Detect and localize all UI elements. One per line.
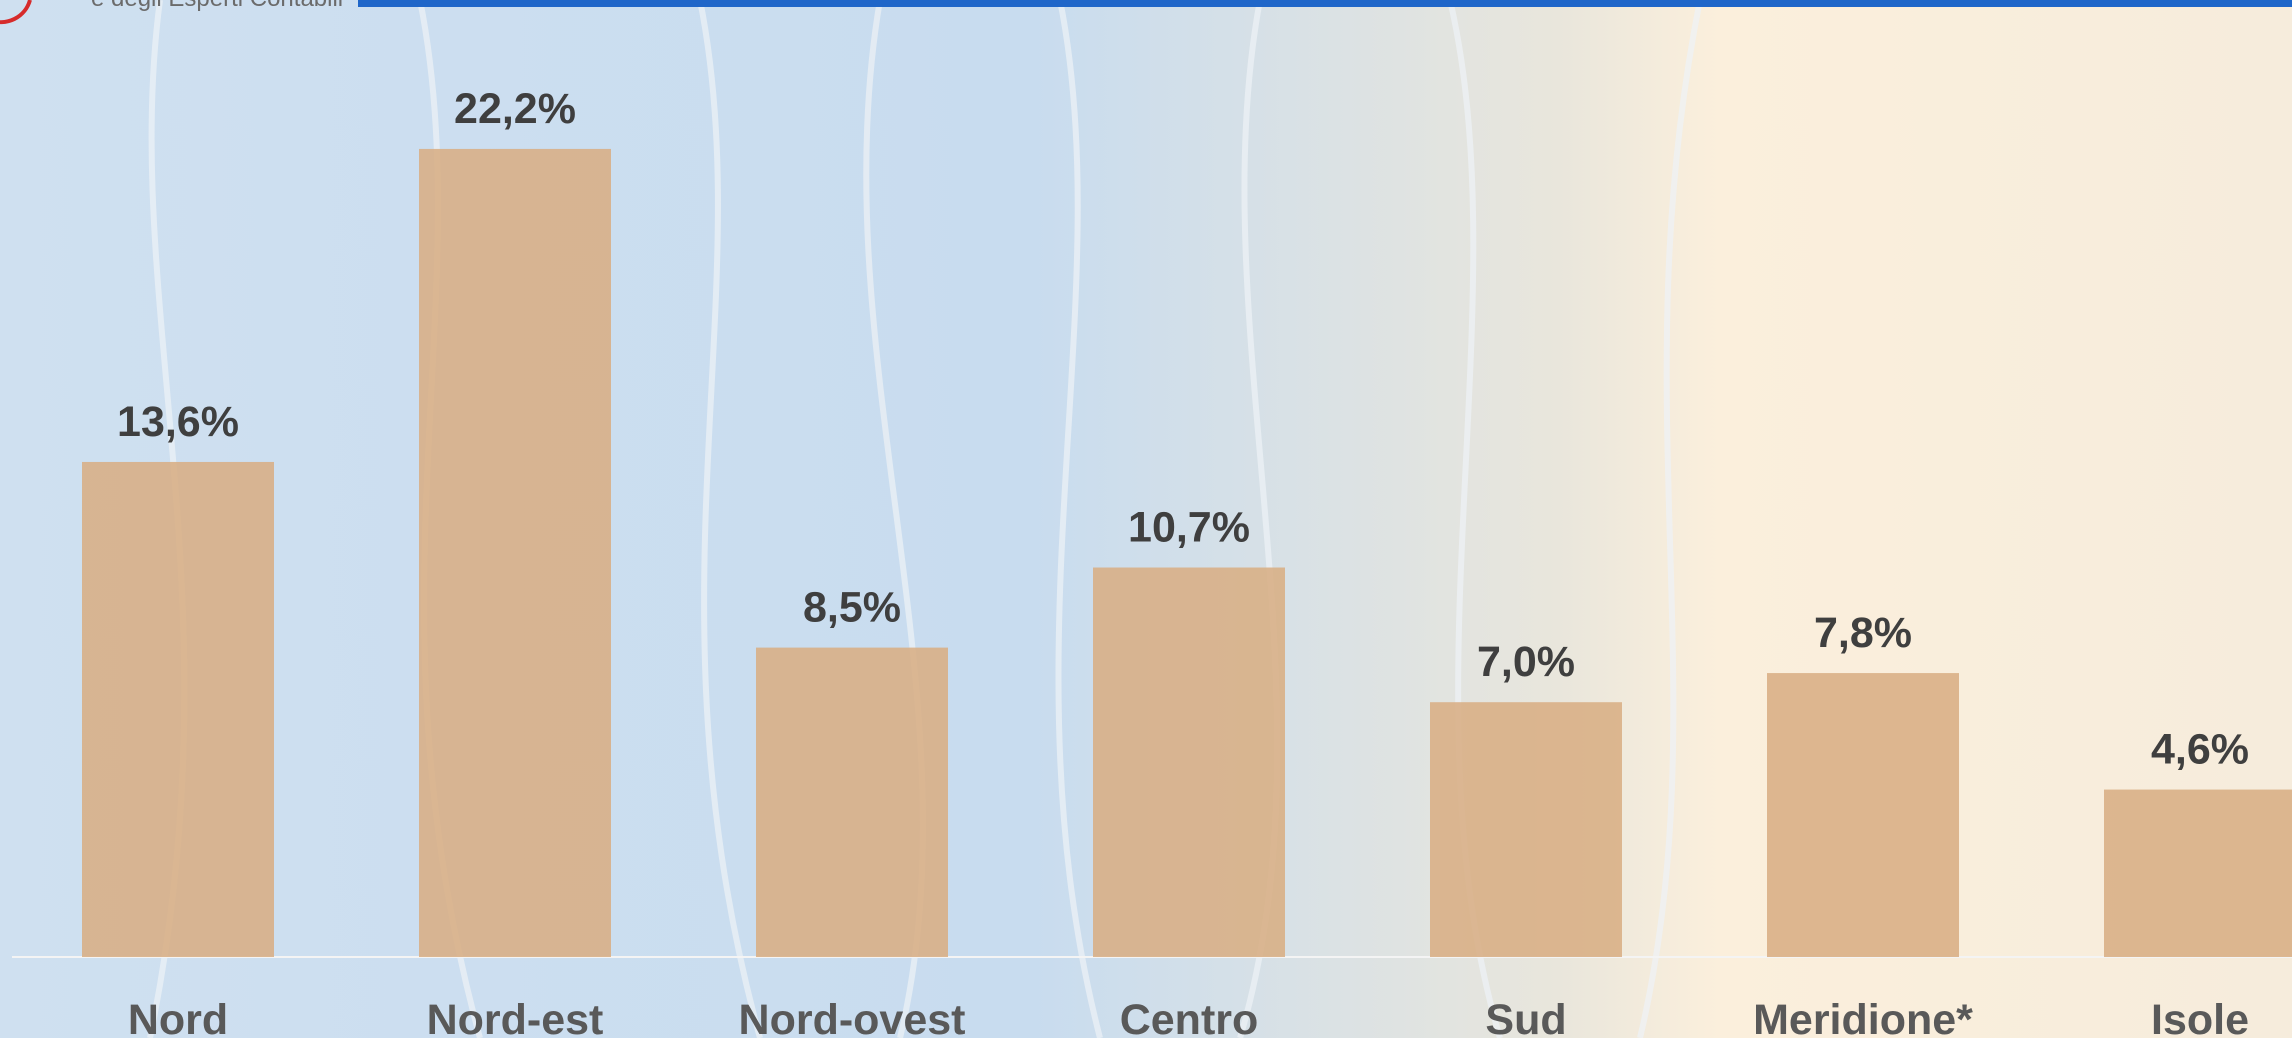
value-label: 10,7% <box>1128 504 1250 552</box>
logo-mark <box>0 0 32 25</box>
value-label: 7,0% <box>1477 638 1575 686</box>
top-bar <box>358 0 2292 7</box>
category-label: Nord-est <box>427 996 604 1038</box>
bar <box>82 461 274 957</box>
category-label: Sud <box>1485 996 1566 1038</box>
logo-text: e degli Esperti Contabili <box>91 0 343 12</box>
bar <box>1767 673 1959 957</box>
category-label: Isole <box>2151 996 2249 1038</box>
category-label: Centro <box>1120 996 1259 1038</box>
category-label: Nord-ovest <box>739 996 966 1038</box>
bar <box>1093 567 1285 957</box>
value-label: 13,6% <box>117 398 239 446</box>
plot: 13,6% Nord 22,2% Nord-est 8,5% Nord-ovest 10,7… <box>82 85 2292 1038</box>
bar <box>1430 702 1622 957</box>
value-label: 4,6% <box>2151 726 2249 774</box>
bar <box>419 148 611 958</box>
value-label: 8,5% <box>803 584 901 632</box>
category-label: Meridione* <box>1753 996 1973 1038</box>
bar <box>756 647 948 957</box>
bar <box>2104 789 2292 957</box>
category-label: Nord <box>128 996 228 1038</box>
value-label: 7,8% <box>1814 609 1912 657</box>
value-label: 22,2% <box>454 85 576 133</box>
